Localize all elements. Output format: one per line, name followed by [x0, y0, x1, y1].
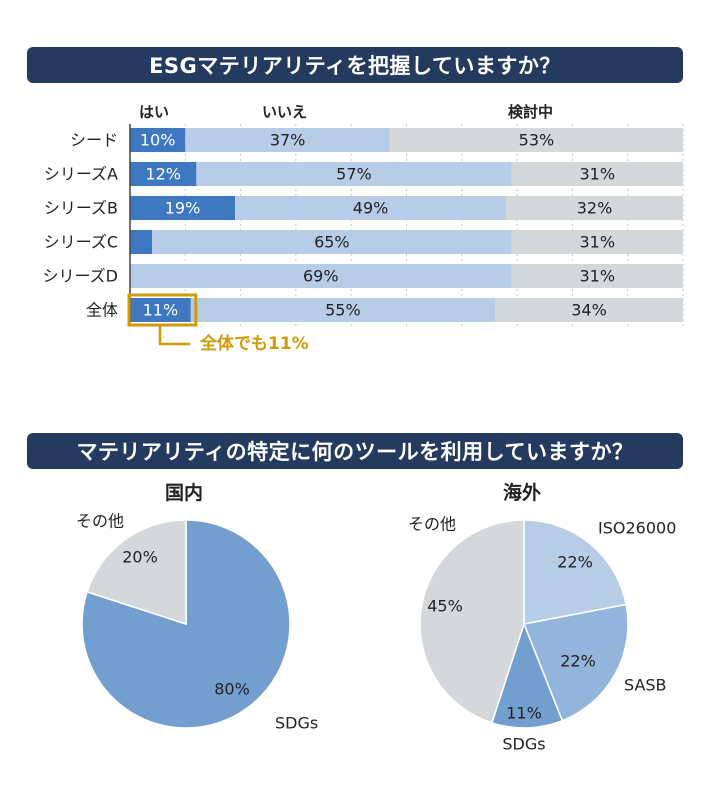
pie-slice	[523, 519, 628, 625]
bar-segment	[185, 128, 390, 152]
bar-segment	[511, 264, 683, 288]
bar-segment	[506, 196, 683, 220]
bar-segment	[196, 162, 512, 186]
data-label: 69%	[303, 267, 339, 286]
data-label: 34%	[571, 301, 607, 320]
annotation-connector	[158, 325, 190, 346]
data-label: 31%	[580, 233, 616, 252]
bar-segment	[130, 230, 153, 254]
pie-slice	[419, 519, 525, 724]
data-label: 53%	[519, 131, 555, 150]
data-label: 11%	[143, 301, 179, 320]
slice-label: その他	[76, 512, 124, 531]
chart2-title: マテリアリティの特定に何のツールを利用していますか？	[76, 440, 634, 464]
bar-segment	[389, 128, 683, 152]
category-label: シリーズD	[42, 267, 118, 286]
category-label: 全体	[86, 301, 118, 320]
data-label: 12%	[145, 165, 181, 184]
data-label: 57%	[336, 165, 372, 184]
bar-segment	[190, 298, 495, 322]
slice-percent: 22%	[557, 553, 593, 572]
pie-domestic-title: 国内	[165, 482, 204, 504]
highlight-box	[127, 293, 198, 327]
slice-percent: 80%	[214, 680, 250, 699]
slice-percent: 45%	[427, 597, 463, 616]
data-label: 55%	[325, 301, 361, 320]
bar-segment	[235, 196, 507, 220]
bar-segment	[130, 264, 512, 288]
chart1-title-banner: ESGマテリアリティを把握していますか？	[27, 47, 683, 83]
slice-percent: 11%	[506, 704, 542, 723]
bar-segment	[511, 230, 683, 254]
pie-slice	[86, 519, 187, 626]
slice-percent: 22%	[560, 652, 596, 671]
slice-label: ISO26000	[598, 519, 676, 538]
legend-considering: 検討中	[508, 103, 554, 121]
pie-slice	[81, 519, 291, 729]
bar-segment	[130, 298, 191, 322]
data-label: 19%	[165, 199, 201, 218]
pie-slice	[490, 621, 564, 729]
data-label: 49%	[353, 199, 389, 218]
category-label: シリーズA	[44, 165, 118, 184]
legend-no: いいえ	[262, 103, 308, 121]
data-label: 31%	[580, 165, 616, 184]
pie-overseas-title: 海外	[503, 482, 542, 504]
chart2-title-banner: マテリアリティの特定に何のツールを利用していますか？	[27, 433, 683, 469]
category-label: シリーズB	[44, 199, 118, 218]
slice-label: SDGs	[275, 714, 318, 733]
slice-percent: 20%	[122, 548, 158, 567]
slice-label: SDGs	[502, 735, 545, 754]
bar-segment	[130, 128, 186, 152]
bar-segment	[511, 162, 683, 186]
slice-label: SASB	[624, 676, 667, 695]
data-label: 37%	[270, 131, 306, 150]
bar-segment	[494, 298, 683, 322]
chart1-title: ESGマテリアリティを把握していますか？	[149, 54, 561, 78]
data-label: 31%	[580, 267, 616, 286]
bar-segment	[130, 196, 236, 220]
category-label: シード	[70, 131, 118, 150]
category-label: シリーズC	[44, 233, 118, 252]
data-label: 32%	[577, 199, 613, 218]
pie-slice	[522, 603, 629, 722]
data-label: 10%	[140, 131, 176, 150]
bar-segment	[152, 230, 512, 254]
slice-label: その他	[408, 515, 456, 534]
bar-segment	[130, 162, 197, 186]
data-label: 65%	[314, 233, 350, 252]
annotation-text: 全体でも11%	[199, 333, 309, 354]
stacked-bar-chart: シード 10% 37% 53% シリーズA 12% 57% 31% シリーズB 19% 49% 32%…	[42, 124, 684, 354]
legend-yes: はい	[139, 103, 170, 121]
